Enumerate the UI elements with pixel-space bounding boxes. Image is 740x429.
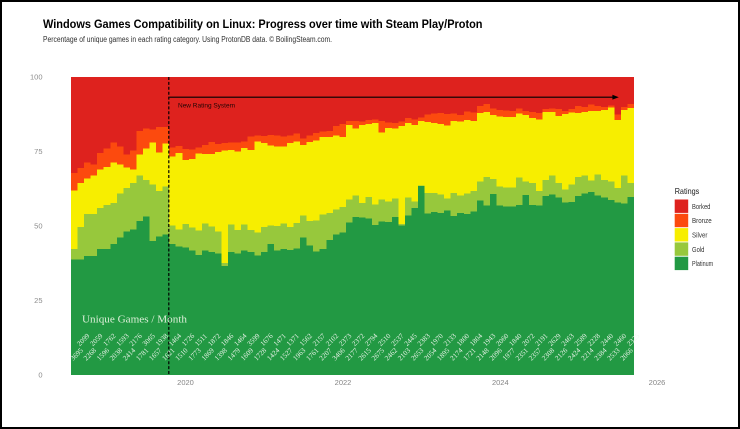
svg-text:Borked: Borked <box>692 202 710 211</box>
svg-text:Windows Games Compatibility on: Windows Games Compatibility on Linux: Pr… <box>43 17 483 31</box>
svg-text:Percentage of unique games in: Percentage of unique games in each ratin… <box>43 35 332 44</box>
svg-text:25: 25 <box>34 296 42 305</box>
svg-text:0: 0 <box>38 371 42 380</box>
svg-text:Ratings: Ratings <box>675 186 700 196</box>
svg-text:Gold: Gold <box>692 245 704 254</box>
svg-text:2026: 2026 <box>649 378 666 387</box>
svg-text:2024: 2024 <box>492 378 509 387</box>
svg-text:Silver: Silver <box>692 231 708 240</box>
svg-text:New Rating System: New Rating System <box>178 104 235 110</box>
svg-text:Bronze: Bronze <box>692 216 712 225</box>
svg-text:2020: 2020 <box>177 378 194 387</box>
svg-text:Unique Games / Month: Unique Games / Month <box>82 314 187 326</box>
svg-text:100: 100 <box>30 73 43 82</box>
svg-text:75: 75 <box>34 147 42 156</box>
svg-text:50: 50 <box>34 222 42 231</box>
svg-text:2022: 2022 <box>335 378 352 387</box>
svg-text:Platinum: Platinum <box>692 259 713 268</box>
